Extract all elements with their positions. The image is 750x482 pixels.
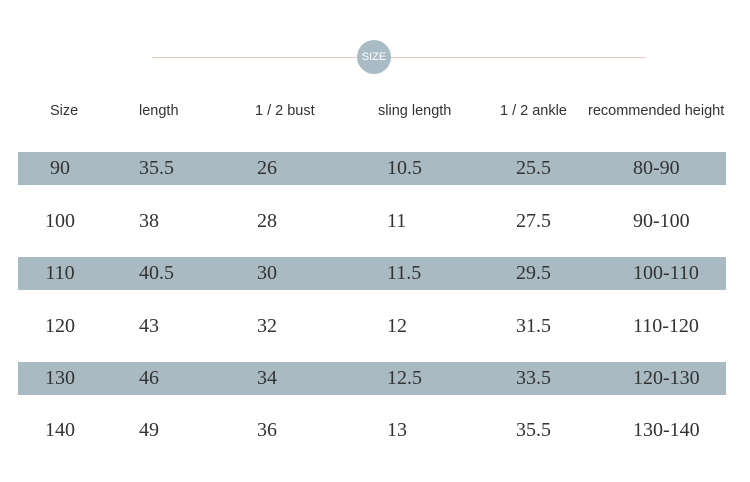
table-cell: 26	[257, 157, 277, 179]
table-cell: 29.5	[516, 262, 551, 284]
table-cell: 110	[45, 262, 75, 284]
table-cell: 130	[45, 367, 75, 389]
table-cell: 31.5	[516, 315, 551, 337]
table-cell: 120	[45, 315, 75, 337]
table-cell: 13	[387, 419, 407, 441]
table-cell: 120-130	[633, 367, 700, 389]
table-cell: 36	[257, 419, 277, 441]
row-band	[18, 362, 726, 395]
table-cell: 130-140	[633, 419, 700, 441]
table-cell: 35.5	[139, 157, 174, 179]
table-cell: 25.5	[516, 157, 551, 179]
table-cell: 32	[257, 315, 277, 337]
table-cell: 34	[257, 367, 277, 389]
table-cell: 140	[45, 419, 75, 441]
table-cell: 90	[50, 157, 70, 179]
table-cell: 100	[45, 210, 75, 232]
table-cell: 11.5	[387, 262, 422, 284]
table-cell: 38	[139, 210, 159, 232]
divider	[152, 57, 645, 58]
column-header: Size	[50, 103, 79, 119]
column-header: 1 / 2 ankle	[500, 103, 567, 119]
table-cell: 110-120	[633, 315, 699, 337]
column-header: sling length	[378, 103, 452, 119]
table-cell: 27.5	[516, 210, 551, 232]
table-cell: 90-100	[633, 210, 690, 232]
table-cell: 40.5	[139, 262, 174, 284]
table-cell: 12	[387, 315, 407, 337]
table-cell: 33.5	[516, 367, 551, 389]
column-header: recommended height	[588, 103, 725, 119]
table-cell: 30	[257, 262, 277, 284]
table-cell: 43	[139, 315, 159, 337]
table-cell: 28	[257, 210, 277, 232]
column-header: 1 / 2 bust	[255, 103, 315, 119]
row-band	[18, 152, 726, 185]
table-cell: 11	[387, 210, 407, 232]
table-cell: 12.5	[387, 367, 422, 389]
badge: SIZE	[357, 40, 391, 74]
table-cell: 46	[139, 367, 159, 389]
row-band	[18, 257, 726, 290]
table-cell: 49	[139, 419, 159, 441]
table-cell: 100-110	[633, 262, 699, 284]
table-cell: 35.5	[516, 419, 551, 441]
column-header: length	[139, 103, 179, 119]
table-cell: 10.5	[387, 157, 422, 179]
table-cell: 80-90	[633, 157, 680, 179]
